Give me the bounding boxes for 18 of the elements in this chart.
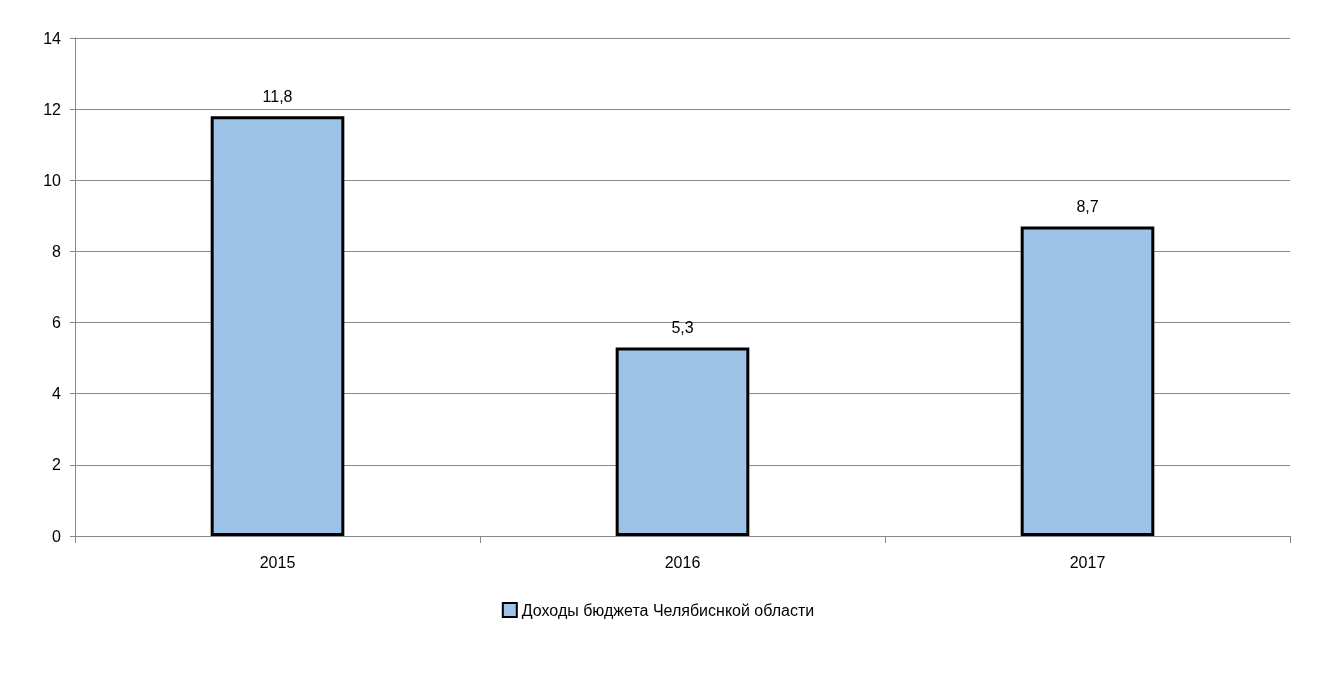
y-tick-label: 6: [52, 314, 62, 332]
data-label: 8,7: [1076, 198, 1099, 216]
data-label: 11,8: [262, 87, 293, 105]
bar: [210, 116, 345, 536]
x-tick-label: 2017: [1069, 553, 1106, 571]
y-tick-label: 10: [43, 171, 62, 189]
legend-label: Доходы бюджета Челябиснкой области: [521, 601, 815, 619]
bar: [1020, 226, 1155, 536]
y-tick-label: 14: [43, 29, 62, 47]
data-label: 5,3: [671, 318, 694, 336]
x-tick-label: 2015: [259, 553, 296, 571]
y-tick-label: 4: [52, 385, 62, 403]
y-tick-label: 2: [52, 456, 62, 474]
x-tick-label: 2016: [664, 553, 701, 571]
bar: [615, 347, 750, 536]
y-tick-label: 0: [52, 527, 62, 545]
y-tick-label: 12: [43, 100, 62, 118]
y-tick-label: 8: [52, 242, 62, 260]
